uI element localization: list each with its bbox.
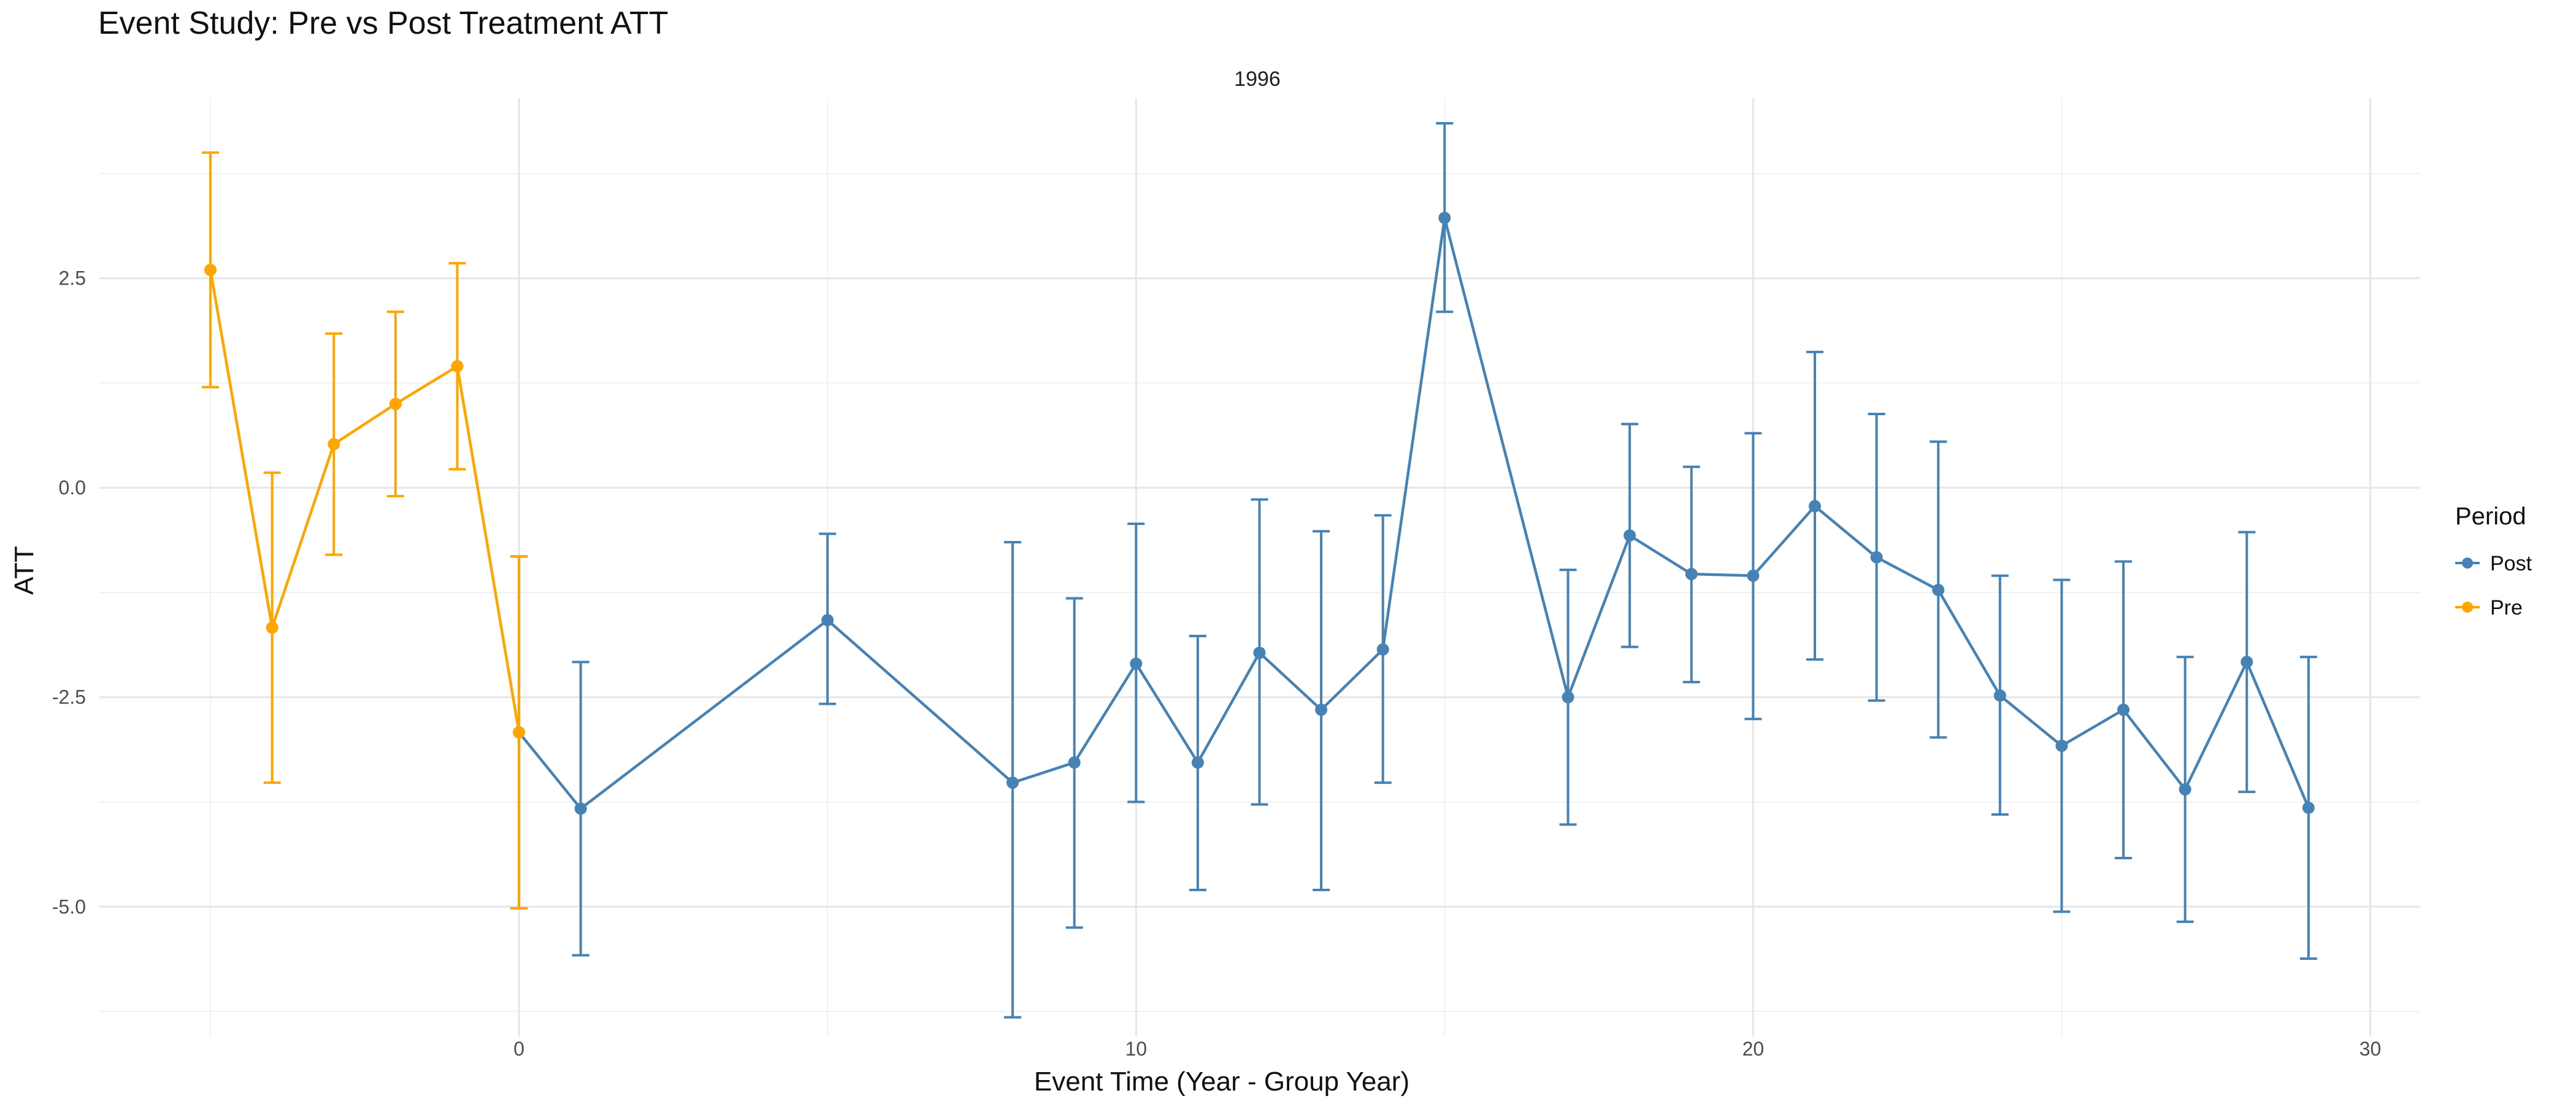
x-axis-ticks: 0 10 20 30 <box>513 1038 2381 1060</box>
y-tick-label: 0.0 <box>59 477 86 499</box>
x-tick-label: 30 <box>2359 1038 2382 1060</box>
legend-label-post: Post <box>2490 552 2532 575</box>
legend-key-post-dot <box>2462 558 2473 569</box>
series-points <box>204 212 2315 815</box>
point-post <box>1006 776 1019 789</box>
point-post <box>1623 529 1636 542</box>
x-tick-label: 20 <box>1742 1038 1765 1060</box>
point-post <box>821 614 834 627</box>
point-post <box>1809 500 1822 513</box>
point-post <box>1438 212 1451 224</box>
point-post <box>1562 691 1574 703</box>
point-post <box>2179 783 2191 796</box>
y-tick-label: -2.5 <box>52 686 86 708</box>
series-line-pre <box>209 269 521 733</box>
point-pre <box>389 397 402 410</box>
point-pre <box>266 621 278 634</box>
x-tick-label: 0 <box>513 1038 524 1060</box>
point-post <box>1993 689 2006 702</box>
legend-title: Period <box>2455 503 2526 530</box>
point-post <box>1932 583 1945 596</box>
legend-item-post: Post <box>2455 552 2532 575</box>
chart-title: Event Study: Pre vs Post Treatment ATT <box>98 6 669 41</box>
y-tick-label: 2.5 <box>59 267 86 289</box>
legend-item-pre: Pre <box>2455 596 2523 619</box>
series-line-post <box>518 217 2310 810</box>
point-post <box>2117 703 2130 716</box>
point-post <box>2055 739 2068 752</box>
legend: Period Post Pre <box>2455 503 2532 619</box>
point-pre <box>513 726 526 739</box>
point-pre <box>451 360 464 373</box>
point-post <box>2302 802 2315 815</box>
point-post <box>1253 646 1266 659</box>
x-tick-label: 10 <box>1125 1038 1147 1060</box>
point-post <box>1870 551 1883 564</box>
point-post <box>1191 756 1204 769</box>
point-pre <box>328 438 340 451</box>
facet-strip-label: 1996 <box>1234 67 1281 91</box>
series-lines <box>209 217 2310 810</box>
point-post <box>1068 756 1081 769</box>
y-tick-label: -5.0 <box>52 895 86 918</box>
point-post <box>1747 569 1760 582</box>
point-post <box>574 802 587 815</box>
point-pre <box>204 264 217 277</box>
point-post <box>1685 567 1698 580</box>
legend-key-pre-dot <box>2462 602 2473 613</box>
legend-label-pre: Pre <box>2490 596 2523 619</box>
y-axis-title: ATT <box>9 546 39 595</box>
point-post <box>1315 703 1328 716</box>
point-post <box>2241 656 2253 669</box>
x-axis-title: Event Time (Year - Group Year) <box>1034 1067 1409 1097</box>
point-post <box>1130 657 1143 670</box>
y-axis-ticks: 2.5 0.0 -2.5 -5.0 <box>52 267 86 918</box>
point-post <box>1376 643 1389 656</box>
